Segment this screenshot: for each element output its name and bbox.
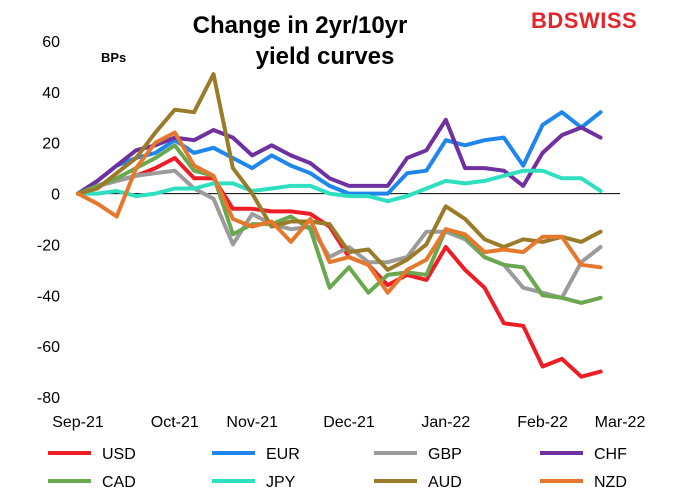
y-tick-label: 0 <box>51 187 60 204</box>
legend-label: USD <box>102 446 136 463</box>
chart-title-line-2: yield curves <box>256 43 395 70</box>
chart-title: Change in 2yr/10yr yield curves <box>193 12 408 70</box>
series-line-aud <box>76 72 603 272</box>
legend-item-chf: CHF <box>540 446 627 463</box>
legend-label: CHF <box>594 446 627 463</box>
y-axis: 60 40 20 0 -20 -40 -60 -80 <box>37 34 60 407</box>
legend-item-cad: CAD <box>48 474 136 491</box>
legend-item-usd: USD <box>48 446 136 463</box>
series-line-usd <box>76 156 603 379</box>
series-line-cad <box>76 143 603 305</box>
y-tick-label: -80 <box>37 390 60 407</box>
y-tick-label: 20 <box>42 136 60 153</box>
series-line-nzd <box>76 130 603 295</box>
legend-label: AUD <box>428 474 462 491</box>
series-line-eur <box>76 110 603 196</box>
brand-logo: BDSWISS <box>531 8 637 34</box>
y-tick-label: 40 <box>42 85 60 102</box>
y-tick-label: 60 <box>42 34 60 51</box>
x-tick-label: Nov-21 <box>226 414 278 431</box>
x-tick-label: Dec-21 <box>323 414 375 431</box>
x-tick-label: Mar-22 <box>595 414 646 431</box>
y-tick-label: -40 <box>37 288 60 305</box>
legend-item-nzd: NZD <box>540 474 627 491</box>
y-tick-label: -60 <box>37 339 60 356</box>
series-layer <box>76 72 603 379</box>
chart-title-line-1: Change in 2yr/10yr <box>193 12 408 39</box>
legend-label: JPY <box>266 474 296 491</box>
unit-label: BPs <box>101 50 126 65</box>
x-axis: Sep-21 Oct-21 Nov-21 Dec-21 Jan-22 Feb-22 Mar-… <box>52 193 646 431</box>
legend-label: EUR <box>266 446 300 463</box>
legend-item-gbp: GBP <box>374 446 462 463</box>
x-tick-label: Oct-21 <box>151 414 199 431</box>
x-tick-label: Feb-22 <box>517 414 568 431</box>
legend-item-jpy: JPY <box>212 474 296 491</box>
legend-label: CAD <box>102 474 136 491</box>
x-tick-label: Jan-22 <box>421 414 470 431</box>
legend-label: GBP <box>428 446 462 463</box>
legend-item-aud: AUD <box>374 474 462 491</box>
series-line-gbp <box>76 168 603 300</box>
y-tick-label: -20 <box>37 237 60 254</box>
series-line-chf <box>76 117 603 196</box>
legend-item-eur: EUR <box>212 446 300 463</box>
legend: USD EUR GBP CHF CAD JPY AUD NZD <box>48 446 627 491</box>
legend-label: NZD <box>594 474 627 491</box>
brand-text: BDSWISS <box>531 8 638 33</box>
series-line-jpy <box>76 168 603 204</box>
x-tick-label: Sep-21 <box>52 414 104 431</box>
